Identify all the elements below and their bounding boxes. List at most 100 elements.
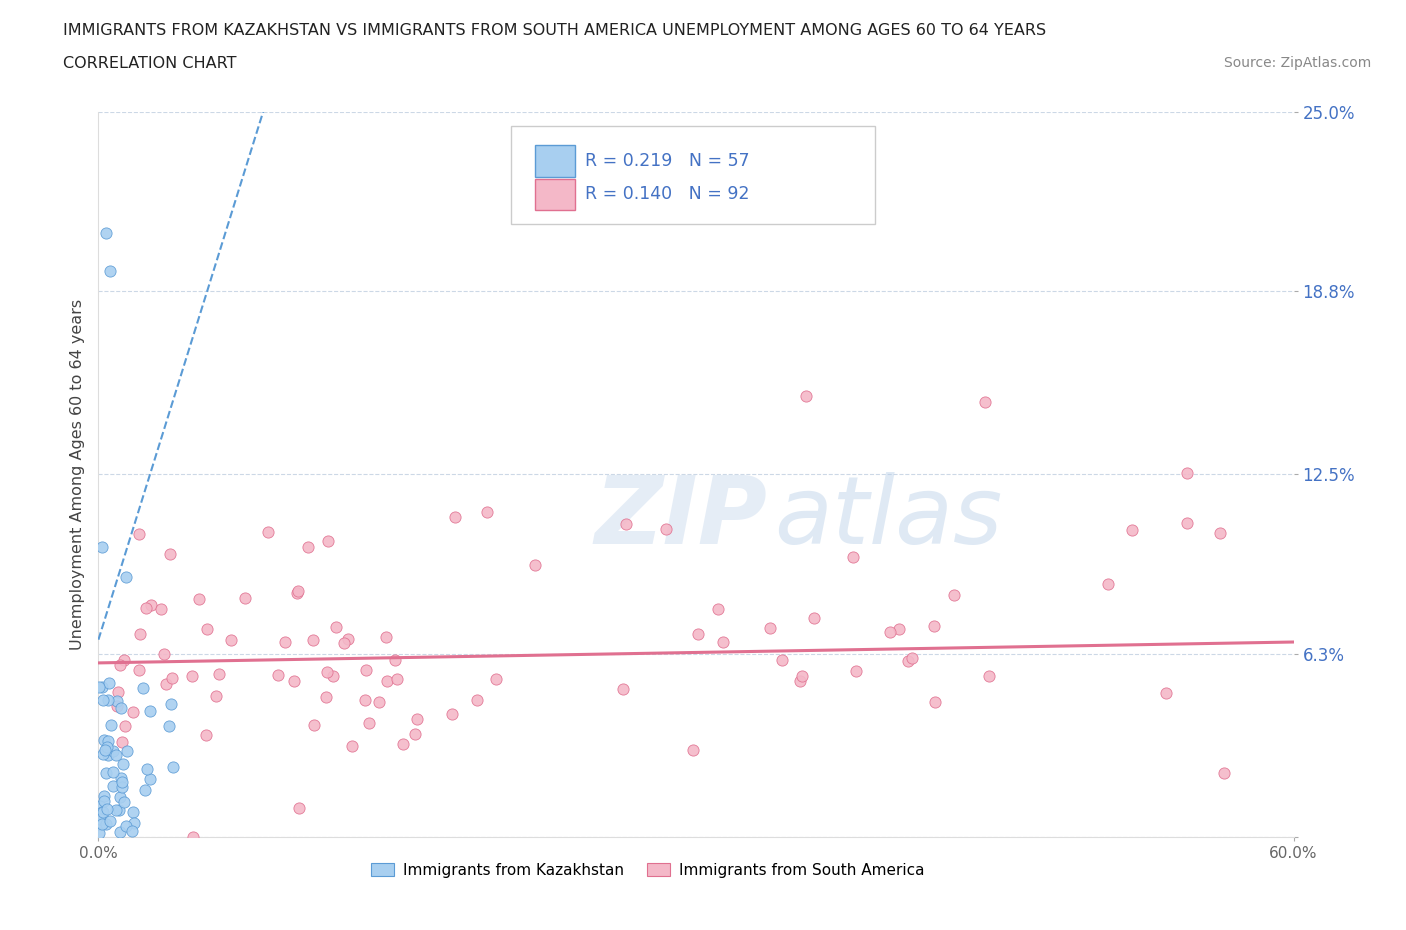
Point [194, 727, 217, 742]
Point [121, 704, 143, 719]
Point [93, 793, 115, 808]
Point [707, 602, 730, 617]
Point [342, 738, 364, 753]
Point [316, 665, 339, 680]
Point [139, 597, 162, 612]
Point [114, 818, 136, 833]
Point [302, 632, 325, 647]
Text: IMMIGRANTS FROM KAZAKHSTAN VS IMMIGRANTS FROM SOUTH AMERICA UNEMPLOYMENT AMONG A: IMMIGRANTS FROM KAZAKHSTAN VS IMMIGRANTS… [63, 23, 1046, 38]
Point [1212, 765, 1234, 780]
Point [845, 664, 868, 679]
Point [195, 621, 218, 636]
Point [759, 620, 782, 635]
Point [274, 635, 297, 650]
Point [139, 703, 162, 718]
Point [374, 630, 396, 644]
Point [283, 673, 305, 688]
Point [803, 611, 825, 626]
Point [110, 770, 132, 785]
Point [789, 673, 811, 688]
Legend: Immigrants from Kazakhstan, Immigrants from South America: Immigrants from Kazakhstan, Immigrants f… [366, 857, 931, 884]
Point [89, 680, 111, 695]
Point [205, 688, 228, 703]
Point [181, 669, 204, 684]
Point [91, 747, 114, 762]
Point [155, 677, 177, 692]
Point [1175, 466, 1198, 481]
Point [655, 522, 678, 537]
Point [94, 765, 117, 780]
Point [682, 742, 704, 757]
Point [977, 669, 1000, 684]
Point [879, 624, 901, 639]
Point [114, 718, 136, 733]
Point [770, 653, 793, 668]
Point [391, 737, 413, 751]
Point [1175, 516, 1198, 531]
Point [612, 681, 634, 696]
Point [100, 717, 122, 732]
Point [139, 772, 162, 787]
Point [117, 743, 139, 758]
Point [89, 799, 111, 814]
Point [91, 817, 114, 831]
Text: atlas: atlas [773, 472, 1002, 564]
Point [128, 662, 150, 677]
Point [187, 591, 209, 606]
Text: R = 0.140   N = 92: R = 0.140 N = 92 [585, 185, 749, 204]
Point [485, 671, 508, 686]
Point [160, 671, 183, 685]
Point [325, 619, 347, 634]
Point [112, 795, 135, 810]
Point [105, 748, 128, 763]
Point [103, 778, 125, 793]
Point [107, 685, 129, 700]
Point [359, 715, 381, 730]
Point [91, 804, 114, 819]
Point [267, 668, 290, 683]
Point [89, 811, 111, 826]
Point [686, 627, 709, 642]
Point [367, 695, 389, 710]
Point [354, 662, 377, 677]
Point [91, 693, 114, 708]
Point [897, 654, 920, 669]
Point [790, 669, 813, 684]
Point [97, 675, 120, 690]
Point [96, 739, 118, 754]
Point [440, 707, 463, 722]
Point [322, 669, 344, 684]
Point [108, 825, 131, 840]
Point [93, 789, 115, 804]
Point [524, 558, 547, 573]
Point [135, 600, 157, 615]
Point [297, 539, 319, 554]
Point [181, 830, 204, 844]
Point [924, 618, 946, 633]
Y-axis label: Unemployment Among Ages 60 to 64 years: Unemployment Among Ages 60 to 64 years [69, 299, 84, 650]
Point [97, 734, 120, 749]
Point [208, 667, 231, 682]
Point [122, 816, 145, 830]
Point [159, 697, 181, 711]
Point [111, 779, 134, 794]
Point [1156, 685, 1178, 700]
Point [87, 826, 110, 841]
Point [943, 587, 966, 602]
Point [94, 742, 117, 757]
Point [1121, 523, 1143, 538]
Point [901, 651, 924, 666]
Point [153, 646, 176, 661]
Point [316, 534, 339, 549]
Text: R = 0.219   N = 57: R = 0.219 N = 57 [585, 153, 749, 170]
Point [94, 817, 117, 831]
Point [285, 586, 308, 601]
Text: CORRELATION CHART: CORRELATION CHART [63, 56, 236, 71]
Point [98, 814, 121, 829]
Point [315, 689, 337, 704]
Point [794, 389, 817, 404]
Point [221, 632, 243, 647]
Point [91, 539, 114, 554]
Point [889, 622, 911, 637]
Point [111, 756, 134, 771]
